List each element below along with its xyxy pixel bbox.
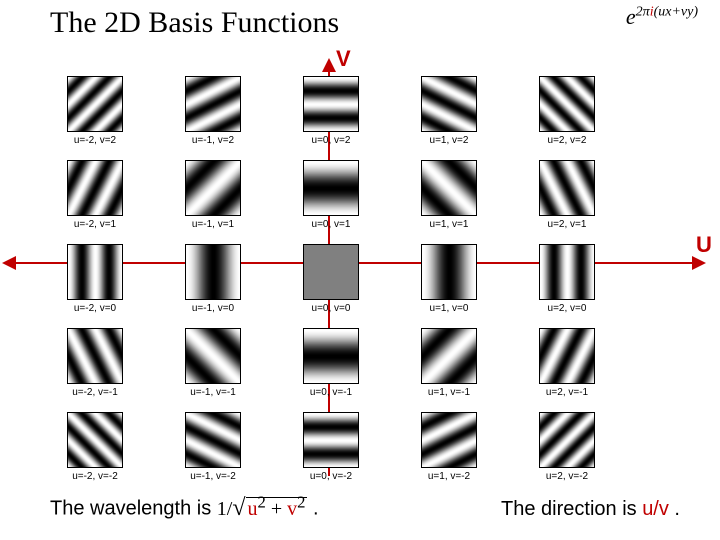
basis-cell: u=0, v=-1 (302, 328, 360, 408)
basis-tile (421, 244, 477, 300)
basis-tile (539, 328, 595, 384)
basis-tile (67, 160, 123, 216)
basis-tile (185, 244, 241, 300)
basis-label: u=-1, v=2 (192, 135, 234, 146)
basis-label: u=2, v=-1 (546, 387, 588, 398)
basis-label: u=0, v=1 (312, 219, 351, 230)
basis-tile (67, 412, 123, 468)
basis-tile (303, 328, 359, 384)
basis-cell: u=-1, v=-1 (184, 328, 242, 408)
v-axis-label: V (336, 46, 351, 72)
basis-cell: u=2, v=2 (538, 76, 596, 156)
basis-tile (539, 412, 595, 468)
wavelength-formula: 1/√u2 + v2 (217, 498, 308, 520)
basis-label: u=-2, v=-1 (72, 387, 118, 398)
basis-tile (539, 244, 595, 300)
basis-cell: u=-2, v=-1 (66, 328, 124, 408)
basis-tile (539, 76, 595, 132)
basis-cell: u=1, v=-1 (420, 328, 478, 408)
basis-label: u=2, v=-2 (546, 471, 588, 482)
basis-tile (421, 160, 477, 216)
basis-tile (303, 160, 359, 216)
basis-label: u=-2, v=0 (74, 303, 116, 314)
basis-label: u=1, v=0 (430, 303, 469, 314)
basis-tile (185, 328, 241, 384)
direction-text: The direction is u/v . (501, 498, 680, 521)
basis-cell: u=2, v=0 (538, 244, 596, 324)
basis-tile (421, 76, 477, 132)
basis-label: u=1, v=2 (430, 135, 469, 146)
basis-label: u=-1, v=-1 (190, 387, 236, 398)
basis-cell: u=-1, v=-2 (184, 412, 242, 492)
basis-cell: u=-2, v=-2 (66, 412, 124, 492)
basis-label: u=1, v=-2 (428, 471, 470, 482)
wavelength-text: The wavelength is 1/√u2 + v2 . (50, 492, 319, 522)
basis-label: u=-2, v=1 (74, 219, 116, 230)
basis-cell: u=1, v=2 (420, 76, 478, 156)
basis-cell: u=1, v=0 (420, 244, 478, 324)
basis-cell: u=-2, v=1 (66, 160, 124, 240)
basis-tile (421, 328, 477, 384)
basis-tile (67, 76, 123, 132)
basis-tile (185, 412, 241, 468)
u-axis-arrowhead-left (2, 256, 16, 270)
basis-cell: u=1, v=1 (420, 160, 478, 240)
basis-cell: u=-1, v=1 (184, 160, 242, 240)
direction-value: u/v (642, 498, 669, 520)
basis-cell: u=0, v=1 (302, 160, 360, 240)
v-axis-arrowhead (322, 58, 336, 72)
basis-label: u=-2, v=-2 (72, 471, 118, 482)
basis-label: u=2, v=2 (548, 135, 587, 146)
basis-cell: u=-2, v=2 (66, 76, 124, 156)
basis-label: u=-1, v=0 (192, 303, 234, 314)
basis-cell: u=0, v=-2 (302, 412, 360, 492)
basis-cell: u=2, v=-1 (538, 328, 596, 408)
basis-tile (67, 328, 123, 384)
basis-label: u=2, v=1 (548, 219, 587, 230)
basis-label: u=-1, v=1 (192, 219, 234, 230)
basis-tile (303, 244, 359, 300)
basis-cell: u=-1, v=0 (184, 244, 242, 324)
basis-formula: e2πi(ux+vy) (626, 4, 698, 30)
basis-label: u=2, v=0 (548, 303, 587, 314)
basis-label: u=0, v=-1 (310, 387, 352, 398)
basis-label: u=0, v=-2 (310, 471, 352, 482)
basis-label: u=-1, v=-2 (190, 471, 236, 482)
basis-tile (539, 160, 595, 216)
basis-label: u=1, v=-1 (428, 387, 470, 398)
basis-label: u=1, v=1 (430, 219, 469, 230)
basis-tile (303, 412, 359, 468)
u-axis-label: U (696, 232, 712, 258)
basis-label: u=0, v=2 (312, 135, 351, 146)
basis-cell: u=0, v=0 (302, 244, 360, 324)
basis-cell: u=2, v=-2 (538, 412, 596, 492)
basis-cell: u=-2, v=0 (66, 244, 124, 324)
basis-label: u=0, v=0 (312, 303, 351, 314)
basis-grid: u=-2, v=2 u=-1, v=2 u=0, v=2 u=1, v=2 u=2, v… (66, 76, 656, 492)
basis-tile (67, 244, 123, 300)
basis-label: u=-2, v=2 (74, 135, 116, 146)
basis-tile (421, 412, 477, 468)
basis-cell: u=0, v=2 (302, 76, 360, 156)
formula-base: e (626, 4, 636, 29)
basis-tile (303, 76, 359, 132)
caption-row: The wavelength is 1/√u2 + v2 . The direc… (50, 492, 680, 522)
basis-cell: u=2, v=1 (538, 160, 596, 240)
basis-cell: u=1, v=-2 (420, 412, 478, 492)
basis-tile (185, 160, 241, 216)
page-title: The 2D Basis Functions (50, 6, 339, 40)
formula-exponent: 2πi(ux+vy) (636, 5, 698, 20)
basis-cell: u=-1, v=2 (184, 76, 242, 156)
u-axis-arrowhead-right (692, 256, 706, 270)
basis-tile (185, 76, 241, 132)
